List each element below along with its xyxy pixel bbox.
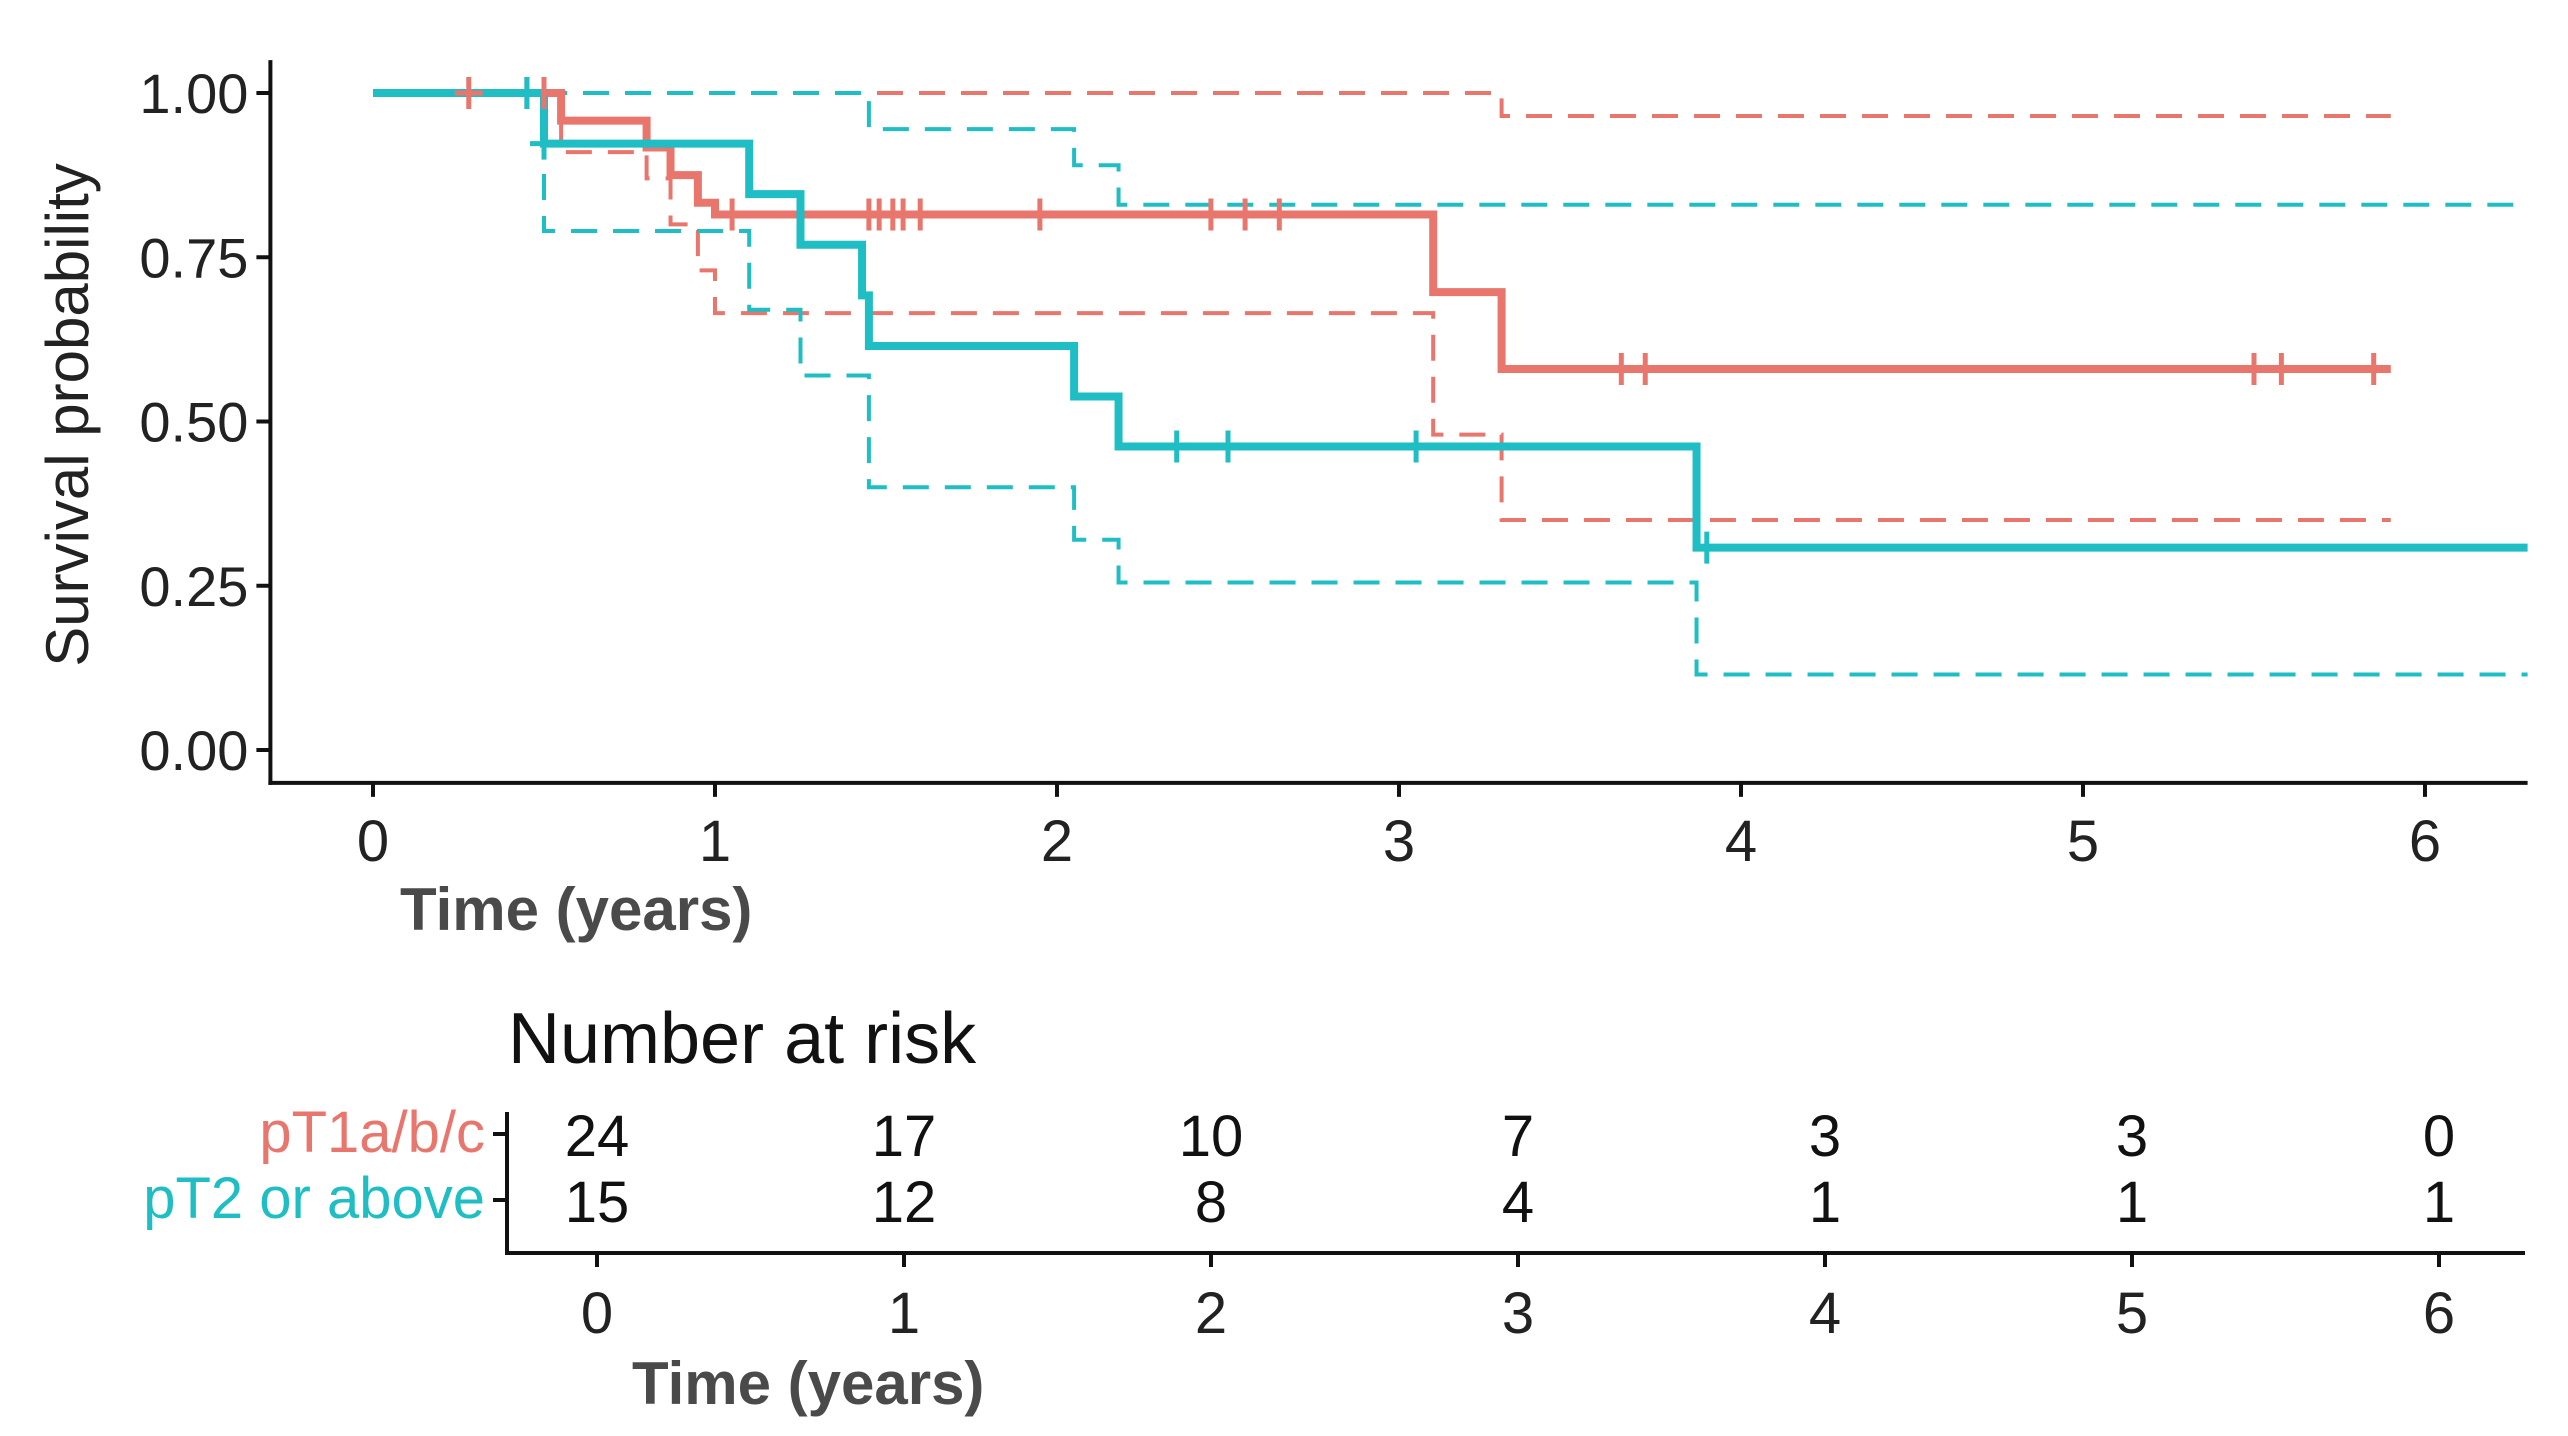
pt2-censor-mark [512, 77, 541, 109]
risk-x-tick-label: 1 [888, 1281, 920, 1346]
risk-cell: 24 [565, 1104, 630, 1169]
plot-axes: 0.00 0.25 0.50 0.75 1.00 0 1 2 3 4 5 6 [139, 60, 2528, 874]
x-tick-label: 1 [699, 809, 731, 874]
risk-x-tick-label: 6 [2423, 1281, 2455, 1346]
pt1-survival-curve [373, 89, 2391, 373]
risk-x-tick-label: 5 [2116, 1281, 2148, 1346]
pt1-censor-mark [1196, 198, 1225, 231]
pt1-censor-mark [1265, 198, 1294, 231]
risk-x-axis-title: Time (years) [632, 1350, 984, 1417]
risk-cell: 15 [565, 1170, 630, 1235]
y-tick-label: 0.00 [139, 719, 248, 782]
risk-row-label: pT1a/b/c [259, 1100, 485, 1165]
risk-x-tick-label: 2 [1195, 1281, 1227, 1346]
x-axis-title: Time (years) [400, 876, 752, 943]
pt1-censor-mark [2267, 352, 2296, 385]
risk-cell: 1 [2423, 1170, 2455, 1235]
pt2-censor-mark [1692, 531, 1721, 564]
risk-cell: 4 [1502, 1170, 1534, 1235]
risk-table-cells: pT1a/b/c 24 17 10 7 3 3 0 pT2 or above 15 12 8 4 1 1 1 [143, 1100, 2455, 1235]
confidence-bands [373, 91, 2528, 677]
risk-cell: 7 [1502, 1104, 1534, 1169]
km-plot: 0.00 0.25 0.50 0.75 1.00 0 1 2 3 4 5 6 Survival pro… [34, 60, 2528, 943]
y-axis-title: Survival probability [34, 163, 101, 667]
pt1-censor-mark [1631, 352, 1660, 385]
x-tick-label: 5 [2067, 809, 2099, 874]
risk-cell: 10 [1179, 1104, 1244, 1169]
y-tick-label: 1.00 [139, 62, 248, 125]
pt2-censor-mark [1162, 430, 1191, 463]
risk-cell: 17 [872, 1104, 937, 1169]
risk-cell: 8 [1195, 1170, 1227, 1235]
risk-cell: 0 [2423, 1104, 2455, 1169]
risk-table-title: Number at risk [508, 999, 977, 1079]
pt1-ci-upper [373, 91, 2391, 118]
y-tick-label: 0.50 [139, 391, 248, 454]
pt2-censor-mark [1402, 430, 1431, 463]
pt2-survival-curve [373, 89, 2528, 552]
y-tick-label: 0.25 [139, 555, 248, 618]
risk-cell: 3 [2116, 1104, 2148, 1169]
pt2-ci-lower [373, 91, 2528, 677]
pt1-censor-mark [1607, 352, 1636, 385]
x-tick-label: 2 [1041, 809, 1073, 874]
pt1-censor-mark [2240, 352, 2268, 385]
pt2-ci-upper [373, 91, 2528, 207]
pt1-censor-mark [718, 198, 747, 231]
pt1-censor-mark [2359, 352, 2388, 385]
risk-x-tick-label: 4 [1809, 1281, 1841, 1346]
censor-marks [454, 77, 2388, 564]
risk-x-tick-label: 0 [581, 1281, 613, 1346]
pt1-censor-mark [1025, 198, 1054, 231]
pt2-censor-mark [530, 127, 558, 160]
risk-cell: 1 [2116, 1170, 2148, 1235]
x-tick-label: 4 [1725, 809, 1757, 874]
pt1-censor-mark [1231, 198, 1260, 231]
y-tick-label: 0.75 [139, 226, 248, 289]
risk-x-tick-label: 3 [1502, 1281, 1534, 1346]
risk-cell: 1 [1809, 1170, 1841, 1235]
pt1-censor-mark [906, 198, 935, 231]
x-tick-label: 3 [1383, 809, 1415, 874]
risk-cell: 3 [1809, 1104, 1841, 1169]
survival-curves [373, 89, 2528, 552]
x-tick-label: 6 [2409, 809, 2441, 874]
risk-cell: 12 [872, 1170, 937, 1235]
risk-row-label: pT2 or above [143, 1166, 485, 1231]
pt1-censor-mark [454, 77, 483, 109]
x-tick-label: 0 [357, 809, 389, 874]
pt1-ci-lower [373, 91, 2391, 523]
pt2-censor-mark [1214, 430, 1242, 463]
